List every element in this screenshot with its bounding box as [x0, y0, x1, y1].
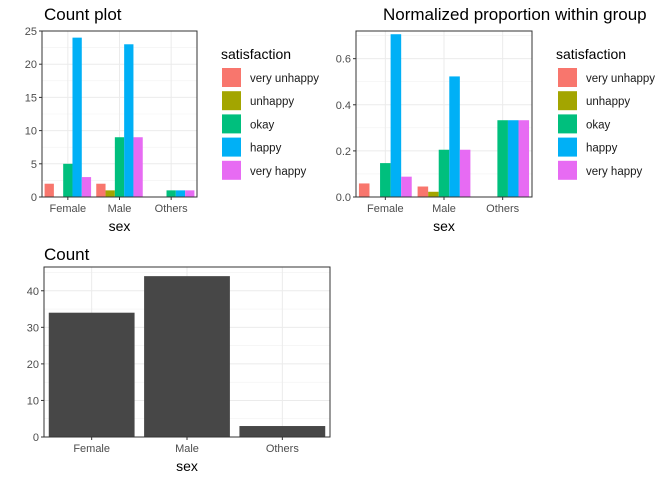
x-tick-label: Female	[367, 203, 404, 215]
proportion-plot: Normalized proportion within group 0.0 0.2…	[336, 5, 656, 234]
legend: satisfaction very unhappy unhappy okay happy…	[221, 46, 319, 180]
bar-very-unhappy-female	[358, 183, 370, 197]
y-tick-label: 0.2	[336, 146, 351, 158]
chart-title: Normalized proportion within group	[383, 5, 647, 24]
x-tick-label: Female	[73, 443, 110, 455]
x-tick-label: Male	[432, 203, 456, 215]
legend-title: satisfaction	[221, 46, 291, 62]
bar-okay-others	[166, 190, 176, 197]
y-tick-label: 30	[27, 322, 39, 334]
bar-very-unhappy-male	[96, 183, 106, 197]
y-tick-label: 10	[25, 126, 37, 138]
bar-very-unhappy-male	[417, 186, 429, 197]
bar-okay-female	[63, 163, 73, 197]
panel-border	[41, 30, 198, 198]
bar-happy-others	[175, 190, 186, 197]
x-axis-title: sex	[176, 458, 198, 474]
legend-label: happy	[250, 143, 282, 155]
legend-key-very-unhappy	[558, 68, 577, 87]
x-tick-label: Others	[266, 443, 300, 455]
bar-happy-male	[124, 44, 134, 197]
y-tick-label: 0.4	[336, 100, 351, 112]
legend-key-unhappy	[558, 91, 577, 111]
legend-label: very happy	[250, 166, 307, 178]
y-tick-label: 5	[31, 159, 37, 171]
legend-key-very-happy	[222, 160, 241, 180]
chart-title: Count plot	[44, 5, 122, 24]
bar-male	[144, 276, 230, 437]
x-tick-label: Others	[155, 203, 189, 215]
y-tick-label: 25	[25, 26, 37, 38]
panel-border	[43, 266, 331, 438]
chart-title: Count	[44, 245, 90, 264]
legend-key-happy	[222, 137, 241, 157]
legend-key-very-happy	[558, 160, 577, 180]
x-tick-label: Female	[49, 203, 86, 215]
x-tick-label: Others	[486, 203, 520, 215]
bar-very-happy-others	[185, 190, 195, 197]
bar-very-happy-male	[459, 149, 471, 197]
legend-label: okay	[586, 119, 611, 131]
x-tick-label: Male	[175, 443, 199, 455]
bar-happy-female	[72, 37, 82, 197]
y-tick-label: 20	[25, 59, 37, 71]
bar-okay-others	[497, 120, 508, 197]
legend-label: very happy	[586, 166, 643, 178]
bar-unhappy-male	[428, 191, 439, 197]
total-count-plot: Count 0 10 20 30 40 Female Male Others sex	[27, 245, 331, 474]
y-tick-label: 0.0	[336, 192, 351, 204]
bar-female	[48, 312, 135, 437]
legend-label: very unhappy	[586, 73, 655, 85]
bar-very-unhappy-female	[44, 183, 54, 197]
bar-okay-male	[114, 137, 125, 197]
bar-others	[239, 426, 326, 437]
legend-label: unhappy	[586, 96, 630, 108]
y-tick-label: 20	[27, 359, 39, 371]
bar-very-happy-female	[401, 176, 412, 197]
legend-title: satisfaction	[556, 46, 626, 62]
legend-key-okay	[222, 114, 241, 134]
y-tick-label: 15	[25, 92, 37, 104]
count-plot: Count plot 0 5 10 15 20 25 Female Male Others sex s…	[25, 5, 320, 234]
bar-happy-others	[507, 120, 519, 197]
bar-happy-male	[449, 76, 460, 197]
legend-key-happy	[558, 137, 577, 157]
legend-label: okay	[250, 119, 275, 131]
x-axis-title: sex	[109, 218, 131, 234]
legend: satisfaction very unhappy unhappy okay happy…	[556, 46, 655, 180]
y-tick-label: 0	[31, 192, 37, 204]
bar-okay-female	[380, 163, 391, 197]
x-axis-title: sex	[433, 218, 455, 234]
legend-label: very unhappy	[250, 73, 319, 85]
bar-happy-female	[390, 34, 402, 197]
panel-border	[355, 30, 533, 198]
legend-label: unhappy	[250, 96, 294, 108]
y-tick-label: 10	[27, 395, 39, 407]
y-tick-label: 0.6	[336, 54, 351, 66]
bar-very-happy-male	[133, 137, 143, 197]
y-tick-label: 0	[33, 432, 39, 444]
legend-key-very-unhappy	[222, 68, 241, 87]
legend-key-okay	[558, 114, 577, 134]
y-tick-label: 40	[27, 286, 39, 298]
legend-key-unhappy	[222, 91, 241, 111]
bar-unhappy-male	[105, 190, 115, 197]
bar-very-happy-others	[518, 120, 530, 197]
legend-label: happy	[586, 143, 618, 155]
bar-very-happy-female	[81, 177, 92, 197]
x-tick-label: Male	[108, 203, 132, 215]
bar-okay-male	[438, 149, 450, 197]
